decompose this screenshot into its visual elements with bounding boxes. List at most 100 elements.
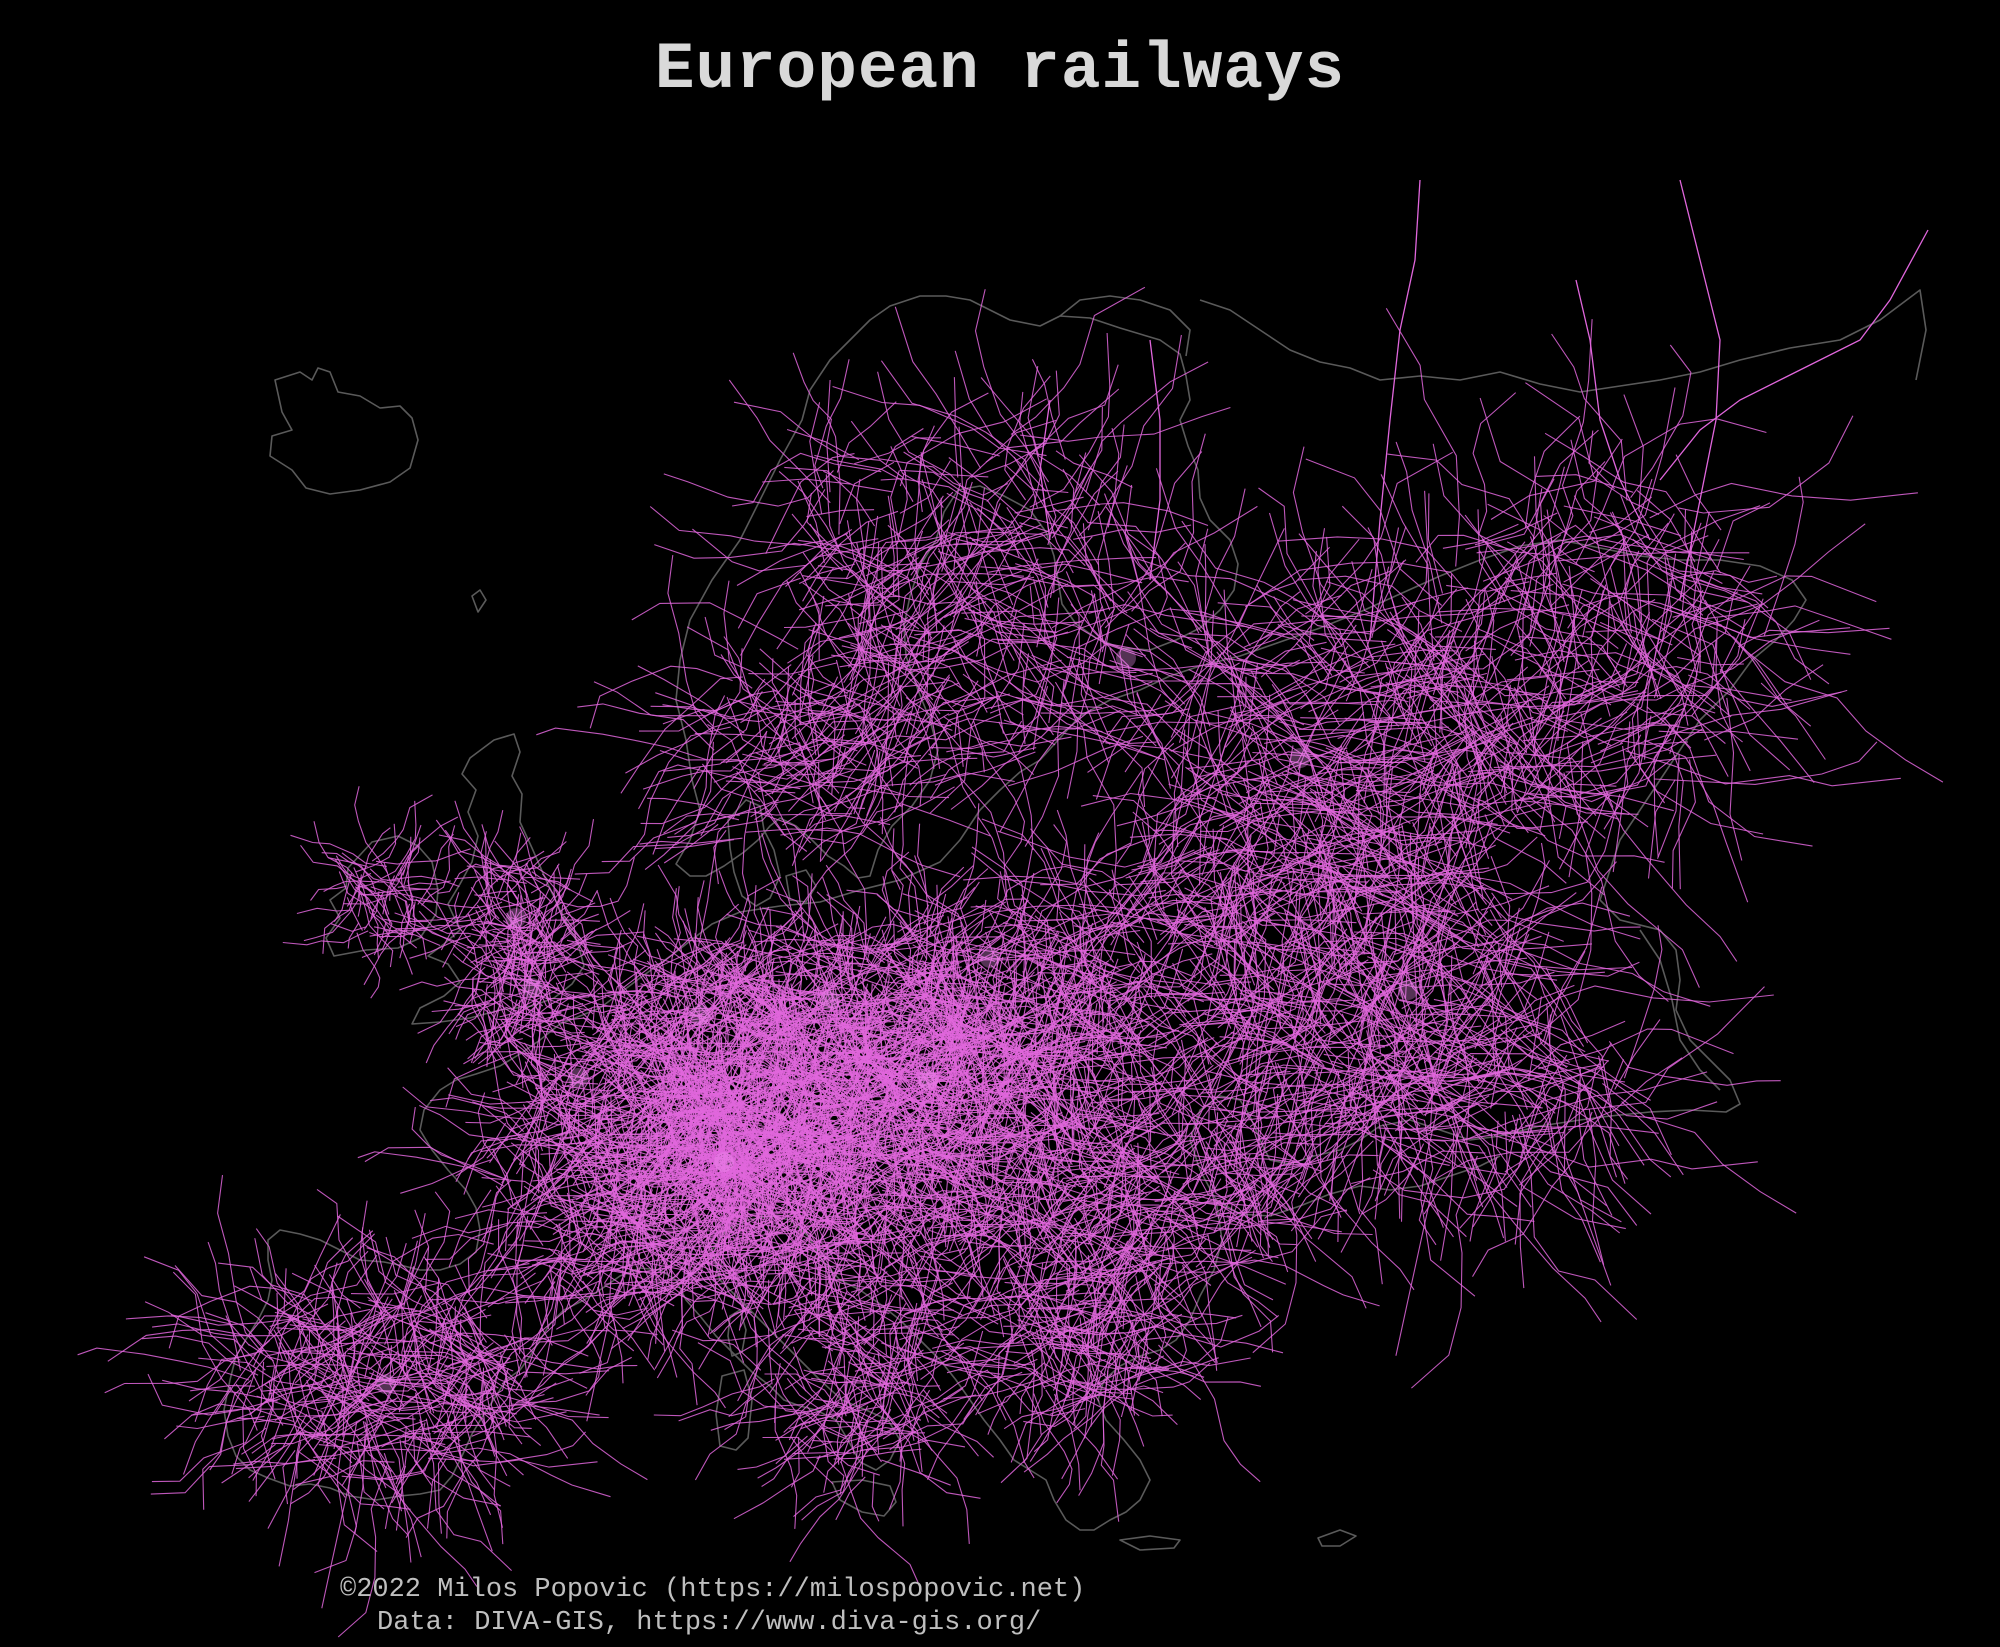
railway-segment xyxy=(479,1221,521,1344)
railway-segment xyxy=(524,1061,548,1131)
railway-segment xyxy=(639,1296,726,1409)
railway-segment xyxy=(860,1280,963,1316)
railway-segment xyxy=(486,939,536,1035)
railway-segment xyxy=(278,1434,315,1567)
railway-segment xyxy=(614,973,723,1013)
railway-segment xyxy=(479,890,517,896)
railway-segment xyxy=(893,1160,917,1204)
railway-segment xyxy=(957,1368,1035,1379)
railway-segment xyxy=(848,1002,962,1113)
railway-segment xyxy=(557,1251,593,1292)
railway-segment xyxy=(691,1171,780,1203)
railway-segment xyxy=(877,994,947,1064)
railway-segment xyxy=(793,1309,834,1352)
railway-segment xyxy=(381,1356,525,1448)
railway-segment xyxy=(878,786,955,826)
railway-segment xyxy=(688,1146,745,1273)
railway-segment xyxy=(1387,453,1536,540)
railway-segment xyxy=(361,1355,449,1456)
railway-segment xyxy=(345,875,373,894)
railway-segment xyxy=(592,1235,660,1247)
railway-segment xyxy=(644,957,713,1035)
railway-segment xyxy=(833,967,898,992)
railway-segment xyxy=(1093,965,1175,1032)
railway-segment xyxy=(335,1298,457,1421)
railway-segment xyxy=(995,1180,1019,1234)
railway-segment xyxy=(519,986,643,1014)
railway-segment xyxy=(790,1273,856,1298)
railway-segment xyxy=(446,1447,464,1539)
railway-segment xyxy=(1041,1055,1107,1158)
railway-segment xyxy=(689,1206,737,1212)
railway-segment xyxy=(150,1413,308,1495)
railway-segment xyxy=(311,1351,347,1440)
railway-segment xyxy=(653,942,763,991)
railway-segment xyxy=(919,989,952,1042)
railway-segment xyxy=(152,1321,305,1337)
railway-segment xyxy=(676,1170,701,1255)
railway-segment xyxy=(728,379,831,504)
railway-segment xyxy=(980,1235,1055,1320)
railway-segment xyxy=(581,1242,668,1274)
railway-segment xyxy=(753,885,764,997)
railway-segment xyxy=(853,1073,895,1101)
railway-segment xyxy=(875,1132,1028,1151)
railway-segment xyxy=(523,1042,586,1172)
railway-segment xyxy=(389,1345,405,1407)
railway-segment xyxy=(364,1266,415,1379)
railway-segment xyxy=(690,1250,796,1261)
railway-segment xyxy=(940,1334,983,1401)
railway-segment xyxy=(672,888,708,1026)
railway-segment xyxy=(825,1052,843,1188)
railway-segment xyxy=(889,966,985,1025)
railway-segment xyxy=(463,1122,531,1195)
railway-segment xyxy=(924,1047,1009,1098)
railway-segment xyxy=(742,1162,765,1258)
railway-segment xyxy=(1026,1045,1112,1117)
railway-segment xyxy=(511,910,547,979)
coastline-north-russia xyxy=(1199,289,1927,393)
railway-segment xyxy=(947,992,989,1142)
railway-segment xyxy=(515,832,552,903)
railway-segment xyxy=(384,1465,407,1529)
railway-segment xyxy=(1050,971,1085,1022)
railway-segment xyxy=(598,1286,678,1320)
railway-segment xyxy=(295,1433,302,1479)
railway-segment xyxy=(826,1243,900,1365)
railway-segment xyxy=(1392,618,1496,650)
railway-segment xyxy=(313,821,355,877)
railway-segment xyxy=(516,1247,528,1378)
railway-segment xyxy=(371,1397,554,1450)
railway-segment xyxy=(1156,652,1223,833)
railway-segment xyxy=(551,1253,570,1297)
railway-segment xyxy=(249,1267,344,1362)
railway-segment xyxy=(847,1047,879,1089)
railway-segment xyxy=(528,872,555,946)
railway-segment xyxy=(457,1013,523,1044)
railway-segment xyxy=(452,953,560,990)
railway-segment xyxy=(1137,742,1175,863)
railway-segment xyxy=(729,981,746,1032)
railway-segment xyxy=(624,1239,658,1320)
railway-segment xyxy=(559,1079,682,1116)
railway-segment xyxy=(346,897,363,931)
railway-segment xyxy=(746,1071,835,1140)
railway-segment xyxy=(633,1151,714,1191)
railway-segment xyxy=(811,1377,862,1384)
railway-segment xyxy=(670,1166,753,1218)
railway-segment xyxy=(151,1361,265,1483)
railway-segment xyxy=(718,870,748,972)
railway-segment xyxy=(705,1100,717,1204)
railway-segment xyxy=(425,1367,524,1476)
railway-segment xyxy=(616,1174,729,1263)
railway-segment xyxy=(592,1046,621,1077)
railway-segment xyxy=(859,1284,999,1325)
railway-segment xyxy=(557,857,635,908)
railway-segment xyxy=(879,817,913,934)
railway-segment xyxy=(191,1346,337,1416)
railway-segment xyxy=(552,1142,648,1166)
railway-segment xyxy=(269,1303,329,1328)
railway-segment xyxy=(1490,438,1623,520)
railway-segment xyxy=(504,996,629,1048)
railway-segment xyxy=(744,1240,764,1293)
